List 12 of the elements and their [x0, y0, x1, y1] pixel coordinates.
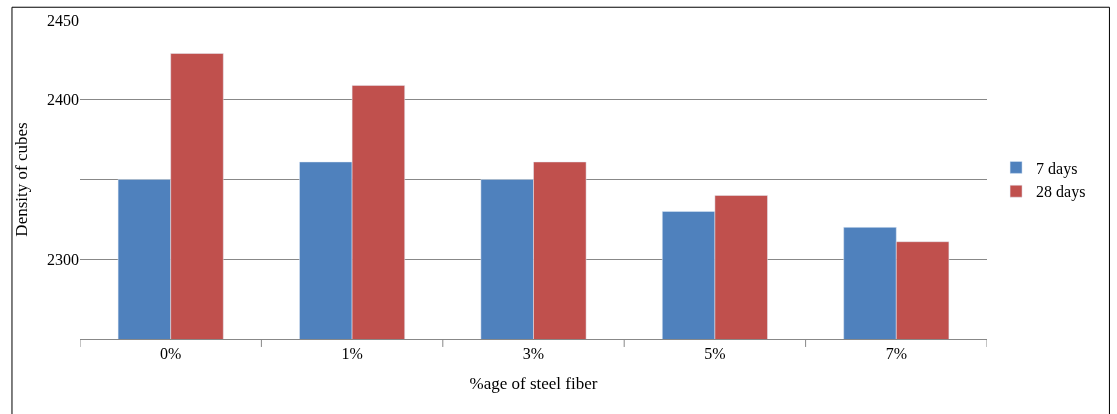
x-axis-title: %age of steel fiber [469, 373, 598, 393]
y-tick-label: 2450 [47, 11, 79, 29]
x-tick-label: 7% [885, 345, 907, 363]
x-tick-label: 1% [341, 345, 363, 363]
y-tick-label: 2300 [47, 250, 79, 268]
legend-label: 7 days [1036, 159, 1078, 178]
legend-label: 28 days [1036, 183, 1086, 202]
y-tick-label: 2400 [47, 91, 79, 109]
x-tick-label: 0% [160, 345, 182, 363]
y-axis-title: Density of cubes [11, 122, 31, 237]
x-tick-label: 3% [522, 345, 545, 363]
x-tick-label: 5% [704, 345, 726, 363]
